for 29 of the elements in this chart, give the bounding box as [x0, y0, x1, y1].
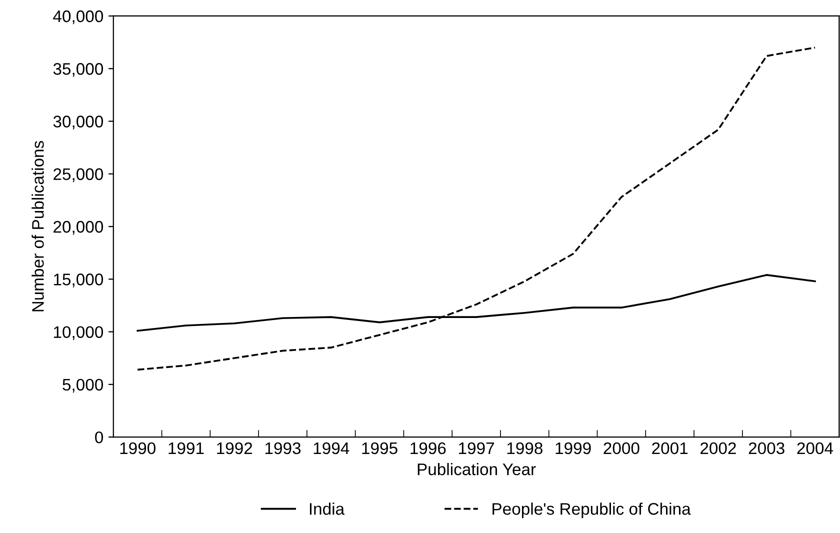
legend-label: People's Republic of China [492, 502, 691, 518]
y-tick-label: 15,000 [54, 274, 104, 288]
y-tick-label: 10,000 [54, 326, 104, 340]
x-tick-label: 2001 [652, 442, 688, 454]
y-tick-label: 30,000 [53, 116, 104, 130]
line-series [136, 46, 816, 371]
x-tick-label: 2002 [700, 442, 736, 454]
x-tick-label: 1999 [556, 442, 591, 454]
x-tick-label: 1990 [120, 442, 156, 454]
x-tick-label: 2000 [604, 442, 640, 454]
y-tick-label: 0 [95, 431, 104, 444]
x-tick-label: 1995 [362, 442, 398, 454]
x-tick-label: 1993 [265, 442, 301, 454]
x-tick-label: 1997 [459, 442, 494, 454]
x-tick-label: 1998 [507, 442, 542, 454]
y-tick-label: 5,000 [62, 378, 104, 393]
x-tick-label: 2003 [748, 442, 784, 454]
legend-label: India [310, 502, 345, 515]
x-tick-label: 2004 [797, 442, 834, 454]
x-tick-label: 1996 [410, 442, 446, 454]
y-tick-label: 25,000 [54, 168, 104, 182]
x-axis-title: Publication Year [418, 463, 536, 476]
y-tick-label: 20,000 [54, 220, 104, 235]
y-tick-label: 40,000 [53, 10, 104, 24]
y-axis-title: Number of Publications [32, 140, 44, 312]
x-tick-label: 1994 [314, 442, 350, 454]
y-tick-label: 35,000 [53, 63, 104, 77]
x-tick-label: 1991 [168, 442, 204, 454]
x-tick-label: 1992 [217, 442, 252, 454]
